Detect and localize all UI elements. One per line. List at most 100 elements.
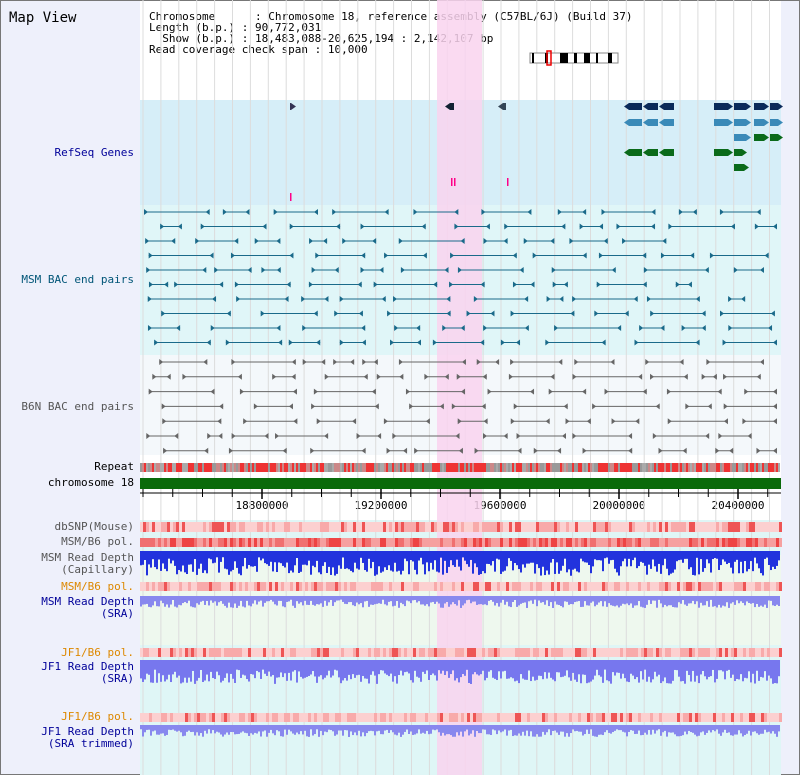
depth-bar (586, 596, 588, 606)
chromosome-bar (140, 478, 781, 489)
bac-end-marker (524, 325, 529, 331)
depth-bar (466, 596, 468, 601)
repeat-cell (486, 463, 488, 472)
heatmap-cell (725, 538, 728, 547)
heatmap-cell (425, 522, 428, 532)
bac-end-marker (517, 447, 522, 454)
depth-bar (140, 660, 142, 679)
depth-bar (538, 725, 540, 737)
depth-bar (732, 596, 734, 603)
heatmap-cell (578, 538, 581, 547)
repeat-cell (212, 463, 214, 472)
heatmap-cell (692, 713, 695, 722)
depth-bar (326, 660, 328, 676)
depth-bar (378, 596, 380, 604)
repeat-cell (712, 463, 714, 472)
heatmap-cell (668, 713, 671, 722)
track-label-msm-bac[interactable]: MSM BAC end pairs (21, 273, 134, 286)
track-label-b6n-bac[interactable]: B6N BAC end pairs (21, 400, 134, 413)
bac-end-marker (352, 418, 357, 425)
depth-bar (416, 551, 418, 575)
track-label-msm-depth-sra-1[interactable]: MSM Read Depth (41, 595, 134, 608)
depth-bar (214, 725, 216, 734)
repeat-cell (230, 463, 232, 472)
depth-bar (712, 551, 714, 560)
depth-bar (272, 551, 274, 572)
heatmap-cell (701, 713, 704, 722)
depth-bar (566, 551, 568, 573)
repeat-cell (660, 463, 662, 472)
depth-bar (396, 551, 398, 572)
heatmap-cell (560, 582, 563, 591)
heatmap-cell (464, 538, 467, 547)
depth-bar (468, 660, 470, 683)
depth-bar (692, 660, 694, 671)
heatmap-cell (488, 538, 491, 547)
heatmap-cell (326, 522, 329, 532)
heatmap-cell (521, 522, 524, 532)
depth-bar (164, 596, 166, 607)
heatmap-cell (143, 648, 146, 657)
depth-bar (286, 660, 288, 681)
depth-bar (296, 660, 298, 683)
heatmap-cell (335, 538, 338, 547)
depth-bar (238, 725, 240, 734)
depth-bar (412, 551, 414, 562)
chromosome-ideogram (529, 50, 619, 66)
track-label-jf1-pol-1[interactable]: JF1/B6 pol. (61, 646, 134, 659)
track-label-msm-depth-cap-1[interactable]: MSM Read Depth (41, 551, 134, 564)
depth-bar (306, 596, 308, 605)
heatmap-cell (647, 538, 650, 547)
track-label-msm-pol-1[interactable]: MSM/B6 pol. (61, 535, 134, 548)
heatmap-cell (368, 582, 371, 591)
depth-bar (228, 596, 230, 603)
heatmap-cell (755, 522, 758, 532)
chromosome-label: Chromosome (149, 10, 216, 23)
heatmap-cell (437, 538, 440, 547)
depth-bar (688, 660, 690, 676)
heatmap-cell (215, 713, 218, 722)
axis-tick-label: 19200000 (354, 499, 408, 512)
track-label-dbsnp[interactable]: dbSNP(Mouse) (54, 520, 134, 533)
heatmap-cell (272, 522, 275, 532)
depth-bar (446, 551, 448, 573)
depth-bar (290, 596, 292, 600)
heatmap-cell (413, 538, 416, 547)
depth-bar (620, 596, 622, 606)
depth-bar (316, 596, 318, 605)
bac-end-marker (160, 223, 165, 230)
bac-end-marker (660, 252, 665, 259)
depth-bar (768, 596, 770, 601)
heatmap-cell (653, 648, 656, 657)
heatmap-cell (305, 582, 308, 591)
depth-bar (332, 596, 334, 606)
track-label-jf1-depth-trim-1[interactable]: JF1 Read Depth (41, 725, 134, 738)
heatmap-cell (761, 538, 764, 547)
heatmap-cell (248, 713, 251, 722)
track-label-refseq[interactable]: RefSeq Genes (54, 146, 134, 159)
track-label-msm-pol-2[interactable]: MSM/B6 pol. (61, 580, 134, 593)
repeat-cell (724, 463, 726, 472)
depth-bar (582, 725, 584, 736)
track-label-jf1-depth-sra-1[interactable]: JF1 Read Depth (41, 660, 134, 673)
heatmap-cell (773, 713, 776, 722)
depth-bar (350, 551, 352, 571)
depth-bar (424, 660, 426, 674)
depth-bar (652, 725, 654, 730)
repeat-cell (678, 463, 680, 472)
depth-bar (604, 596, 606, 602)
repeat-cell (284, 463, 286, 472)
bac-end-marker (363, 373, 368, 380)
depth-bar (350, 725, 352, 732)
depth-bar (678, 725, 680, 737)
depth-bar (254, 725, 256, 733)
depth-bar (728, 596, 730, 608)
heatmap-cell (152, 538, 155, 547)
depth-bar (726, 551, 728, 565)
track-label-jf1-pol-2[interactable]: JF1/B6 pol. (61, 710, 134, 723)
heatmap-cell (467, 648, 470, 657)
depth-bar (432, 725, 434, 730)
bac-end-marker (617, 325, 622, 331)
heatmap-cell (263, 522, 266, 532)
